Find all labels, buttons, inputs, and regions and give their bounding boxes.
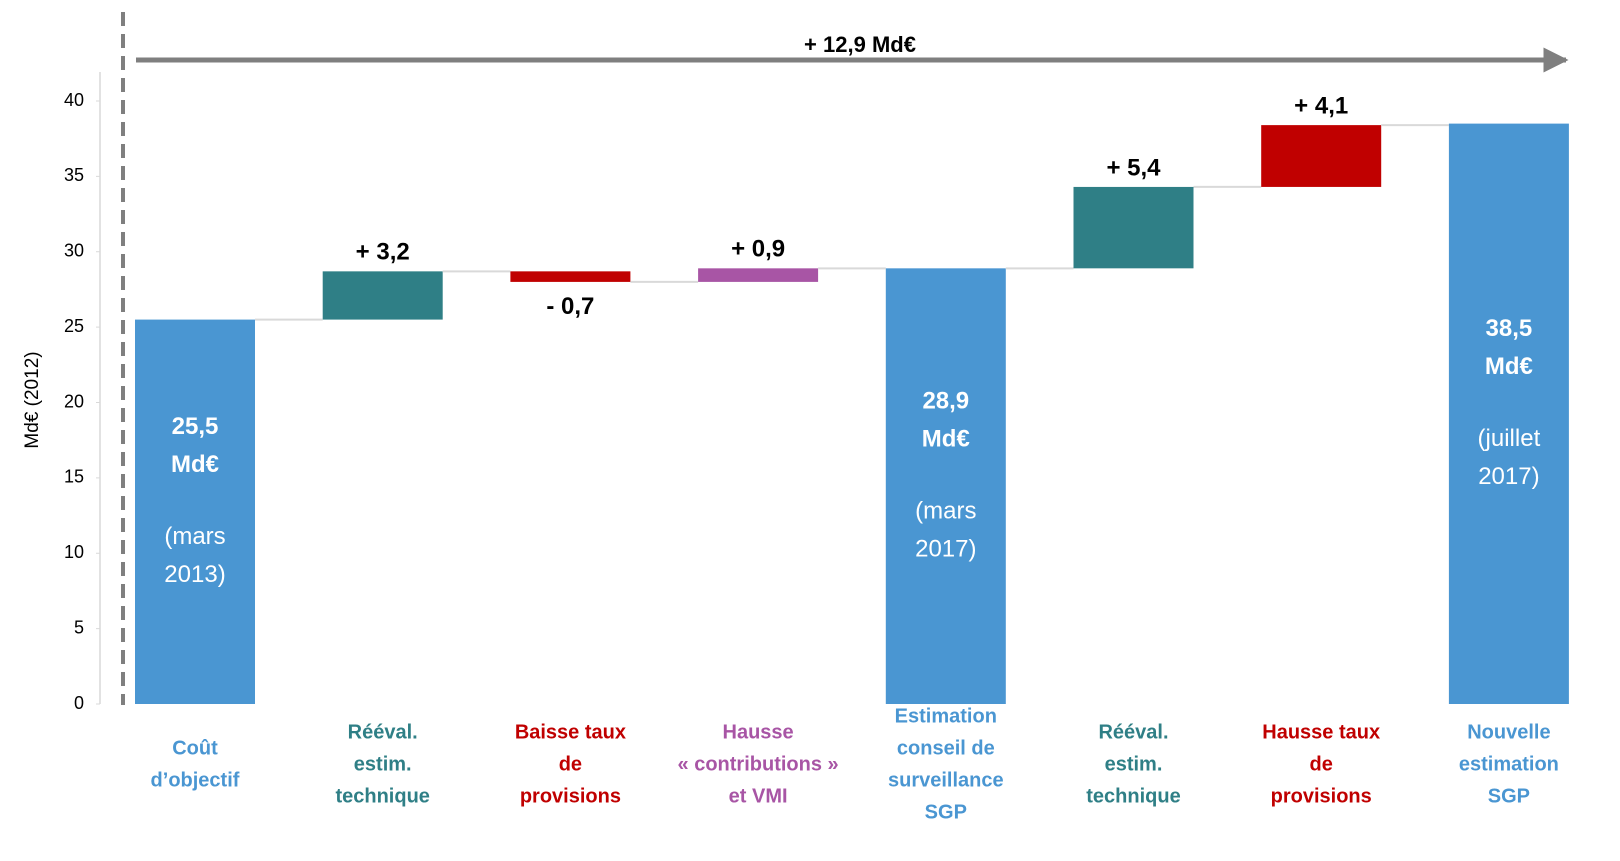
y-axis-label: Md€ (2012)	[22, 351, 43, 448]
x-tick-label: technique	[335, 785, 429, 807]
value-label: + 0,9	[731, 236, 785, 263]
y-tick-label: 10	[64, 542, 84, 562]
value-label: + 5,4	[1106, 154, 1161, 181]
y-tick-label: 20	[64, 391, 84, 411]
bar	[1073, 186, 1194, 269]
bar	[322, 271, 443, 320]
y-tick-label: 40	[64, 90, 84, 110]
y-tick-label: 35	[64, 165, 84, 185]
x-tick-label: Hausse	[723, 721, 794, 743]
x-tick-label: estimation	[1459, 753, 1559, 775]
x-tick-label: estim.	[1105, 753, 1163, 775]
bar	[698, 268, 819, 282]
x-tick-label: d’objectif	[151, 769, 240, 791]
y-tick-label: 30	[64, 241, 84, 261]
note: 2013)	[164, 561, 225, 588]
value-label: 28,9	[922, 388, 969, 415]
y-tick-label: 25	[64, 316, 84, 336]
note: (mars	[915, 498, 976, 525]
bar	[885, 268, 1006, 704]
x-tick-label: technique	[1086, 785, 1180, 807]
x-tick-label: surveillance	[888, 769, 1004, 791]
value-label: 38,5	[1486, 315, 1533, 342]
bar	[1261, 125, 1382, 187]
x-tick-label: de	[1310, 753, 1333, 775]
x-tick-label: « contributions »	[678, 753, 839, 775]
x-tick-label: Baisse taux	[515, 721, 626, 743]
value-label: - 0,7	[546, 293, 594, 320]
note: 2017)	[1478, 463, 1539, 490]
x-tick-label: Rééval.	[348, 721, 418, 743]
y-tick-label: 15	[64, 467, 84, 487]
x-tick-label: provisions	[520, 785, 621, 807]
value-label: Md€	[922, 426, 970, 453]
bar	[510, 271, 631, 282]
x-tick-label: de	[559, 753, 582, 775]
bar	[135, 319, 255, 704]
note: 2017)	[915, 536, 976, 563]
y-tick-label: 0	[74, 693, 84, 713]
bar	[1448, 123, 1569, 705]
x-tick-label: estim.	[354, 753, 412, 775]
value-label: + 4,1	[1294, 92, 1348, 119]
x-tick-label: Hausse taux	[1262, 721, 1380, 743]
x-tick-label: et VMI	[729, 785, 788, 807]
x-tick-label: Coût	[172, 737, 218, 759]
x-tick-label: Nouvelle	[1467, 721, 1550, 743]
value-label: Md€	[1485, 353, 1533, 380]
x-tick-label: SGP	[1488, 785, 1530, 807]
x-tick-label: SGP	[925, 801, 967, 823]
x-tick-label: conseil de	[897, 737, 995, 759]
value-label: + 3,2	[356, 239, 410, 266]
note: (juillet	[1478, 425, 1541, 452]
note: (mars	[164, 523, 225, 550]
x-tick-label: Rééval.	[1098, 721, 1168, 743]
value-label: Md€	[171, 451, 219, 478]
annotation: + 12,9 Md€	[804, 32, 916, 57]
x-tick-label: Estimation	[895, 705, 997, 727]
value-label: 25,5	[172, 413, 219, 440]
x-tick-label: provisions	[1271, 785, 1372, 807]
y-tick-label: 5	[74, 617, 84, 637]
